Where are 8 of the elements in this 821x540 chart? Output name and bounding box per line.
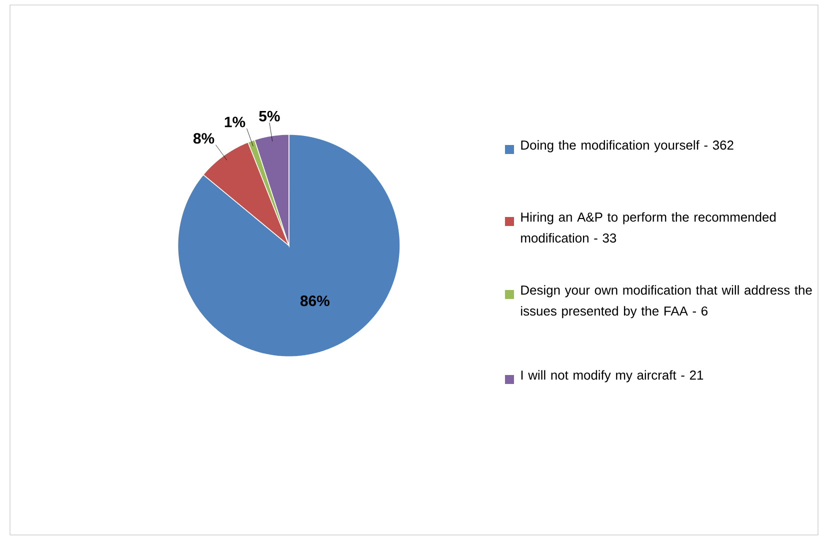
legend-label: Design your own modification that will address the issues presented by the FAA - 6 [521, 285, 812, 318]
data-label: 8% [193, 133, 214, 144]
data-label: 86% [300, 296, 330, 306]
data-label: 5% [259, 110, 280, 122]
legend-label: Hiring an A&P to perform the recommended modification - 33 [521, 212, 776, 243]
legend-label: I will not modify my aircraft - 21 [521, 370, 704, 382]
data-label: 1% [224, 116, 246, 128]
legend-label: Doing the modification yourself - 362 [521, 140, 734, 152]
